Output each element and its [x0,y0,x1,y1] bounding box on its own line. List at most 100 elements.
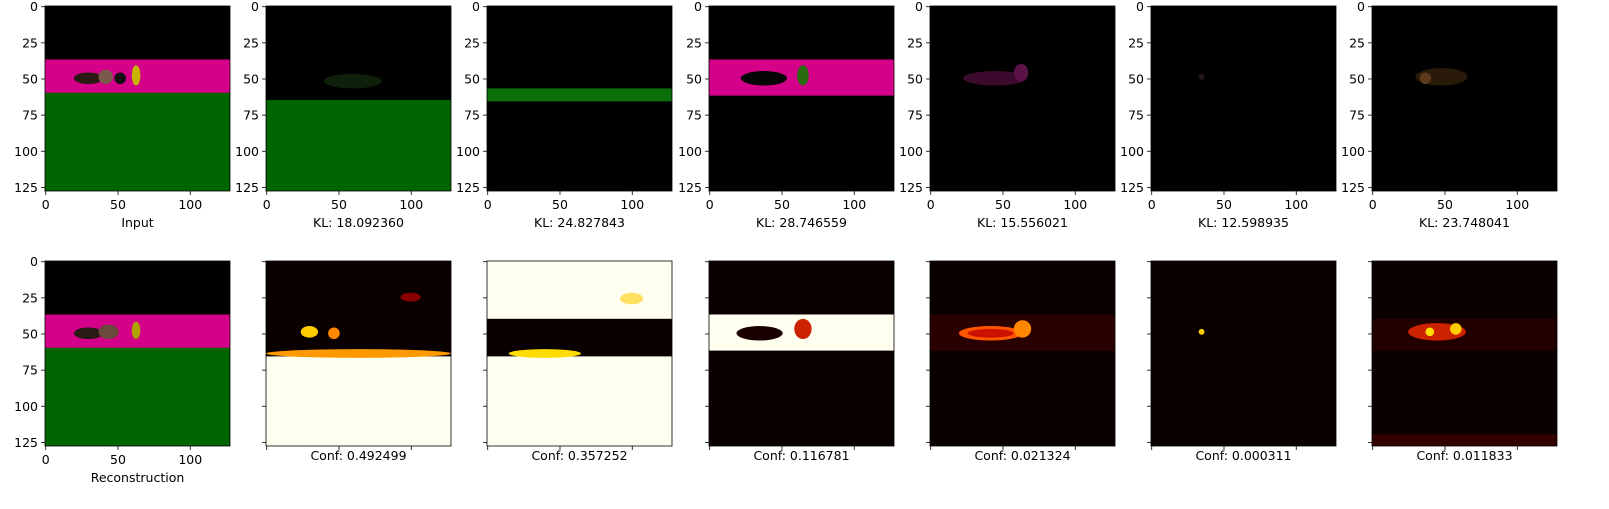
y-tick-label: 125 [1120,180,1144,195]
image-region-2 [1372,434,1557,446]
axes-frame [486,5,673,192]
axes-frame [1371,5,1558,192]
x-tick-label: 100 [842,197,866,212]
x-tick-label: 0 [1369,197,1377,212]
y-tick-label: 100 [456,144,480,159]
x-tick-label: 0 [42,197,50,212]
image-feature-0 [73,72,103,85]
panel-caption: KL: 28.746559 [756,215,847,230]
image-feature-0 [1198,328,1205,335]
panel-caption: KL: 15.556021 [977,215,1068,230]
y-tick-label: 125 [235,180,259,195]
y-tick-label: 125 [14,435,38,450]
y-tick-label: 100 [235,144,259,159]
y-tick-label: 25 [464,35,480,50]
panel-bottom-0: 0 50 100 0 25 50 75 100 125 Reconstruction [14,254,231,485]
y-tick-label: 125 [899,180,923,195]
x-tick-label: 50 [552,197,568,212]
image-feature-2 [967,328,1014,338]
image-feature-3 [131,65,141,86]
y-tick-label: 0 [915,0,923,14]
y-tick-label: 25 [686,35,702,50]
axes-frame [44,260,231,447]
y-tick-label: 75 [1349,108,1365,123]
x-tick-label: 50 [110,197,126,212]
panel-caption: KL: 24.827843 [534,215,625,230]
panel-top-3: 0 50 100 0 25 50 75 100 125 KL: 28.746559 [678,0,895,230]
image-feature-2 [114,72,126,85]
panel-bottom-6: Conf: 0.011833 [1368,260,1558,463]
image-feature-1 [1013,63,1029,82]
y-tick-label: 25 [22,35,38,50]
panel-bottom-3: Conf: 0.116781 [705,260,895,463]
y-tick-label: 75 [686,108,702,123]
panel-image [1151,6,1336,191]
image-region-0 [930,6,1115,191]
image-region-2 [45,347,230,446]
image-feature-0 [1198,73,1205,80]
image-feature-0 [736,326,783,341]
y-tick-label: 0 [1357,0,1365,14]
image-region-1 [1372,318,1557,351]
image-region-1 [266,356,451,446]
y-tick-label: 0 [30,0,38,14]
axes-frame [265,260,452,447]
y-tick-label: 50 [22,71,38,86]
y-tick-label: 25 [22,290,38,305]
x-tick-label: 50 [331,197,347,212]
y-tick-label: 50 [1349,71,1365,86]
image-feature-0 [323,73,382,89]
y-tick-label: 0 [251,0,259,14]
y-tick-label: 75 [907,108,923,123]
x-tick-label: 100 [620,197,644,212]
image-region-1 [266,99,451,191]
y-tick-label: 100 [1341,144,1365,159]
x-tick-label: 50 [774,197,790,212]
y-tick-label: 50 [907,71,923,86]
panel-caption: Reconstruction [91,470,185,485]
axes-frame [265,5,452,192]
panel-caption: Conf: 0.011833 [1416,448,1512,463]
panel-bottom-5: Conf: 0.000311 [1147,260,1337,463]
x-tick-label: 0 [263,197,271,212]
y-tick-label: 0 [694,0,702,14]
axes-frame [929,5,1116,192]
image-feature-1 [1013,320,1032,338]
y-tick-label: 50 [464,71,480,86]
x-tick-label: 50 [995,197,1011,212]
y-tick-label: 100 [14,144,38,159]
image-region-1 [487,261,672,319]
y-tick-label: 0 [1136,0,1144,14]
panel-caption: KL: 12.598935 [1198,215,1289,230]
image-region-2 [45,92,230,191]
image-feature-0 [300,326,319,338]
image-region-0 [1372,6,1557,191]
image-feature-0 [619,292,644,305]
image-feature-3 [266,349,451,358]
panel-image [266,6,451,191]
image-region-0 [709,261,894,446]
x-tick-label: 100 [1505,197,1529,212]
panel-image [45,6,230,191]
x-tick-label: 100 [178,452,202,467]
x-tick-label: 50 [110,452,126,467]
panel-image [266,261,451,446]
axes-frame [708,260,895,447]
y-tick-label: 125 [678,180,702,195]
image-feature-2 [131,321,141,340]
y-tick-label: 0 [472,0,480,14]
y-tick-label: 0 [30,254,38,269]
y-tick-label: 125 [456,180,480,195]
x-tick-label: 0 [927,197,935,212]
panel-caption: KL: 23.748041 [1419,215,1510,230]
x-tick-label: 0 [706,197,714,212]
x-tick-label: 50 [1216,197,1232,212]
image-region-2 [487,356,672,446]
x-tick-label: 100 [399,197,423,212]
x-tick-label: 100 [1063,197,1087,212]
panel-caption: Conf: 0.492499 [310,448,406,463]
panel-image [930,6,1115,191]
axes-frame [708,5,895,192]
y-tick-label: 75 [243,108,259,123]
